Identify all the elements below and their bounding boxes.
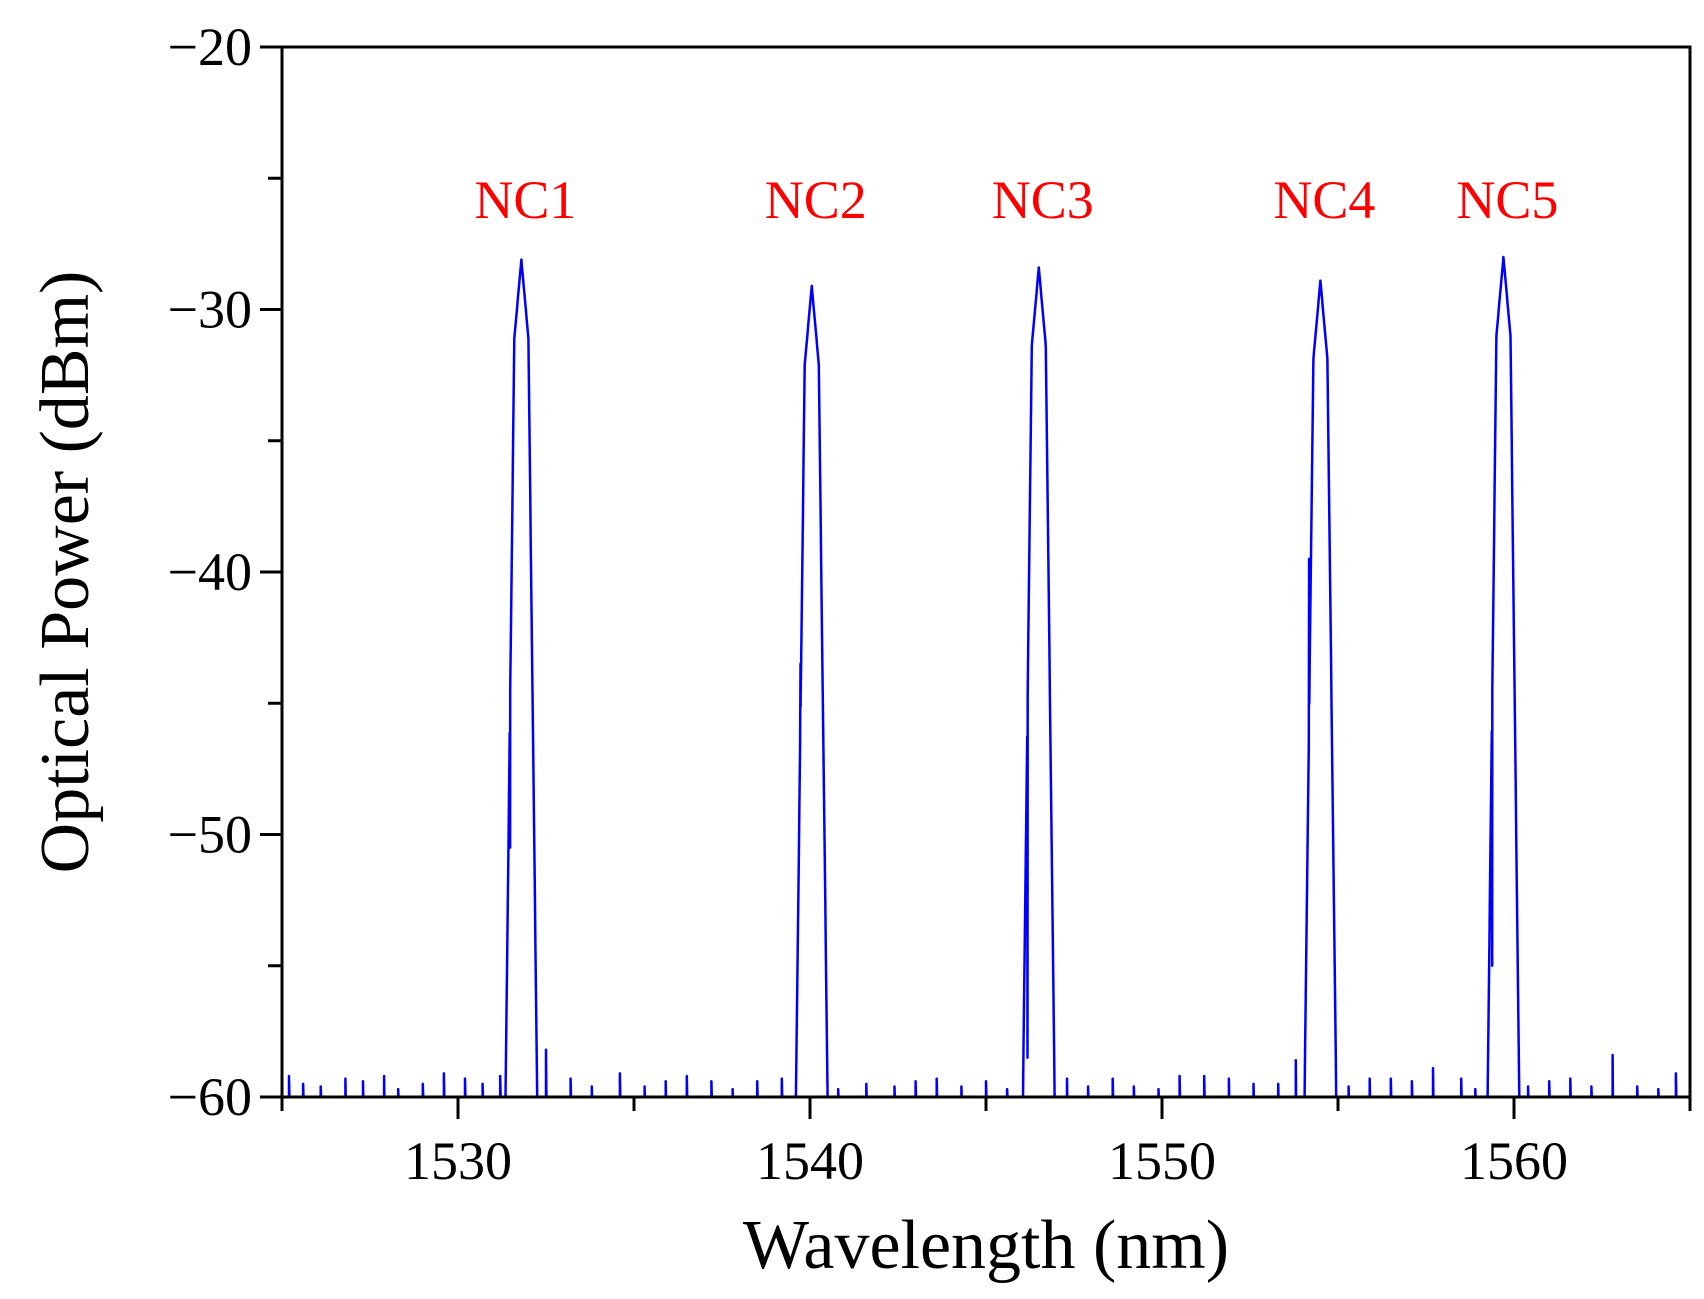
- peak-label-nc5: NC5: [1456, 170, 1558, 230]
- peak-label-nc2: NC2: [765, 170, 867, 230]
- y-tick-label: −50: [168, 805, 252, 865]
- x-tick-label: 1560: [1460, 1131, 1568, 1191]
- peak-label-nc4: NC4: [1273, 170, 1375, 230]
- y-tick-label: −30: [168, 280, 252, 340]
- x-axis-title: Wavelength (nm): [743, 1207, 1229, 1284]
- y-tick-label: −20: [168, 17, 252, 77]
- y-tick-label: −40: [168, 542, 252, 602]
- peak-label-nc3: NC3: [992, 170, 1094, 230]
- y-axis-title: Optical Power (dBm): [27, 271, 104, 874]
- peak-label-nc1: NC1: [474, 170, 576, 230]
- x-tick-label: 1550: [1108, 1131, 1216, 1191]
- x-tick-label: 1540: [756, 1131, 864, 1191]
- x-tick-label: 1530: [404, 1131, 512, 1191]
- spectrum-trace: [281, 255, 1691, 1099]
- y-tick-label: −60: [168, 1067, 252, 1127]
